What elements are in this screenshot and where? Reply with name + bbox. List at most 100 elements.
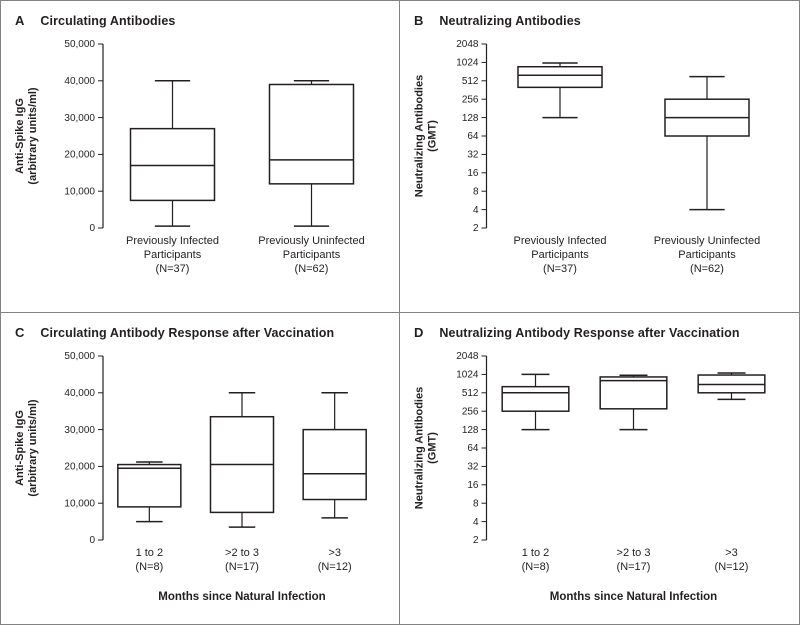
panel-c-letter: C <box>15 324 25 340</box>
category-label: (N=12) <box>318 561 352 573</box>
iqr-box <box>501 385 570 412</box>
boxplot-svg-a: 0 10,000 20,000 30,000 40,000 50,000 Anti-Spik… <box>14 39 365 275</box>
y-axis-label: Anti-Spike IgG <box>14 98 26 174</box>
category-label: Participants <box>144 249 202 261</box>
category-label: >3 <box>725 547 738 559</box>
iqr-box <box>117 463 182 508</box>
panel-b-title: Neutralizing Antibodies <box>439 14 581 28</box>
category-label: Previously Uninfected <box>258 235 364 247</box>
y-tick-label: 8 <box>473 186 479 197</box>
category-label: 1 to 2 <box>136 547 164 559</box>
category-label: (N=17) <box>225 561 259 573</box>
iqr-box <box>517 65 603 89</box>
y-tick-label: 4 <box>473 516 479 527</box>
y-tick-label: 256 <box>462 94 479 105</box>
panel-a-title: Circulating Antibodies <box>40 14 176 28</box>
y-tick-label: 512 <box>462 76 479 87</box>
y-tick-label: 10,000 <box>64 186 95 197</box>
category-label: (N=37) <box>156 263 190 275</box>
boxplot-0 <box>501 373 570 430</box>
panel-c: C Circulating Antibody Response after Va… <box>1 312 400 624</box>
category-label: (N=8) <box>135 561 163 573</box>
y-tick-label: 20,000 <box>64 461 95 472</box>
y-tick-label: 20,000 <box>64 150 95 161</box>
y-tick-label: 128 <box>462 113 479 124</box>
panel-b-letter: B <box>414 13 424 28</box>
y-tick-label: 40,000 <box>64 388 95 399</box>
boxplot-svg-c: 0 10,000 20,000 30,000 40,000 50,000 Anti-Spik… <box>14 351 367 603</box>
panel-a-letter: A <box>15 13 25 28</box>
y-tick-label: 50,000 <box>64 351 95 362</box>
iqr-box <box>129 127 216 202</box>
y-tick-label: 50,000 <box>64 39 95 50</box>
y-tick-label: 30,000 <box>64 424 95 435</box>
category-label: Participants <box>531 249 589 261</box>
iqr-box <box>268 83 355 185</box>
iqr-box <box>599 375 668 410</box>
y-axis-label: (arbitrary units/ml) <box>27 399 39 497</box>
y-axis-label: (arbitrary units/ml) <box>27 87 39 185</box>
y-tick-label: 10,000 <box>64 498 95 509</box>
panel-a-header: A Circulating Antibodies <box>1 1 399 30</box>
panel-c-header: C Circulating Antibody Response after Va… <box>1 313 399 342</box>
category-label: 1 to 2 <box>522 547 550 559</box>
panel-d-title: Neutralizing Antibody Response after Vac… <box>439 325 740 340</box>
boxplot-1 <box>664 75 750 211</box>
category-label: (N=8) <box>522 561 550 573</box>
y-tick-label: 512 <box>462 388 479 399</box>
category-label: Participants <box>678 249 736 261</box>
y-tick-label: 32 <box>467 150 479 161</box>
boxplot-2 <box>302 391 367 519</box>
panel-c-title: Circulating Antibody Response after Vacc… <box>40 325 335 340</box>
y-tick-label: 64 <box>467 131 479 142</box>
y-tick-label: 30,000 <box>64 113 95 124</box>
y-tick-label: 64 <box>467 443 479 454</box>
panel-d-letter: D <box>414 324 424 340</box>
category-label: (N=17) <box>617 561 651 573</box>
y-tick-label: 2048 <box>456 39 479 50</box>
category-label: (N=62) <box>690 263 724 275</box>
y-tick-label: 2 <box>473 223 479 234</box>
category-label: Previously Infected <box>514 235 607 247</box>
panel-b-header: B Neutralizing Antibodies <box>400 1 799 30</box>
y-tick-label: 16 <box>467 168 479 179</box>
category-label: >3 <box>328 547 341 559</box>
y-tick-label: 40,000 <box>64 76 95 87</box>
y-tick-label: 2 <box>473 535 479 546</box>
category-label: Previously Infected <box>126 235 219 247</box>
y-axis-label: (GMT) <box>427 120 439 152</box>
boxplot-2 <box>697 371 766 400</box>
boxplot-0 <box>129 80 216 227</box>
y-axis-label: Neutralizing Antibodies <box>414 75 426 197</box>
y-tick-label: 0 <box>89 223 95 234</box>
boxplot-1 <box>268 80 355 227</box>
category-label: (N=37) <box>543 263 577 275</box>
panel-b: B Neutralizing Antibodies 2 4 8 16 32 64 128 25… <box>400 1 799 313</box>
y-axis-label: (GMT) <box>427 431 439 463</box>
boxplot-svg-d: 2 4 8 16 32 64 128 256 512 1024 2048 Neutralizing A… <box>414 351 766 603</box>
boxplot-0 <box>517 62 603 119</box>
panel-a: A Circulating Antibodies 0 10,000 20,000 30… <box>1 1 400 313</box>
y-tick-label: 32 <box>467 461 479 472</box>
x-axis-label: Months since Natural Infection <box>158 591 325 603</box>
category-label: >2 to 3 <box>617 547 651 559</box>
x-axis-label: Months since Natural Infection <box>550 591 717 603</box>
category-label: (N=62) <box>295 263 329 275</box>
boxplot-1 <box>599 374 668 430</box>
y-tick-label: 256 <box>462 406 479 417</box>
iqr-box <box>302 428 367 500</box>
category-label: (N=12) <box>715 561 749 573</box>
y-tick-label: 0 <box>89 535 95 546</box>
y-tick-label: 2048 <box>456 351 479 362</box>
y-tick-label: 16 <box>467 480 479 491</box>
boxplot-svg-b: 2 4 8 16 32 64 128 256 512 1024 2048 Neutralizing A… <box>414 39 761 275</box>
y-tick-label: 8 <box>473 498 479 509</box>
y-tick-label: 1024 <box>456 58 479 69</box>
y-tick-label: 4 <box>473 205 479 216</box>
y-tick-label: 1024 <box>456 369 479 380</box>
category-label: >2 to 3 <box>225 547 259 559</box>
y-axis-label: Neutralizing Antibodies <box>414 386 426 508</box>
boxplot-0 <box>117 460 182 522</box>
category-label: Previously Uninfected <box>654 235 760 247</box>
